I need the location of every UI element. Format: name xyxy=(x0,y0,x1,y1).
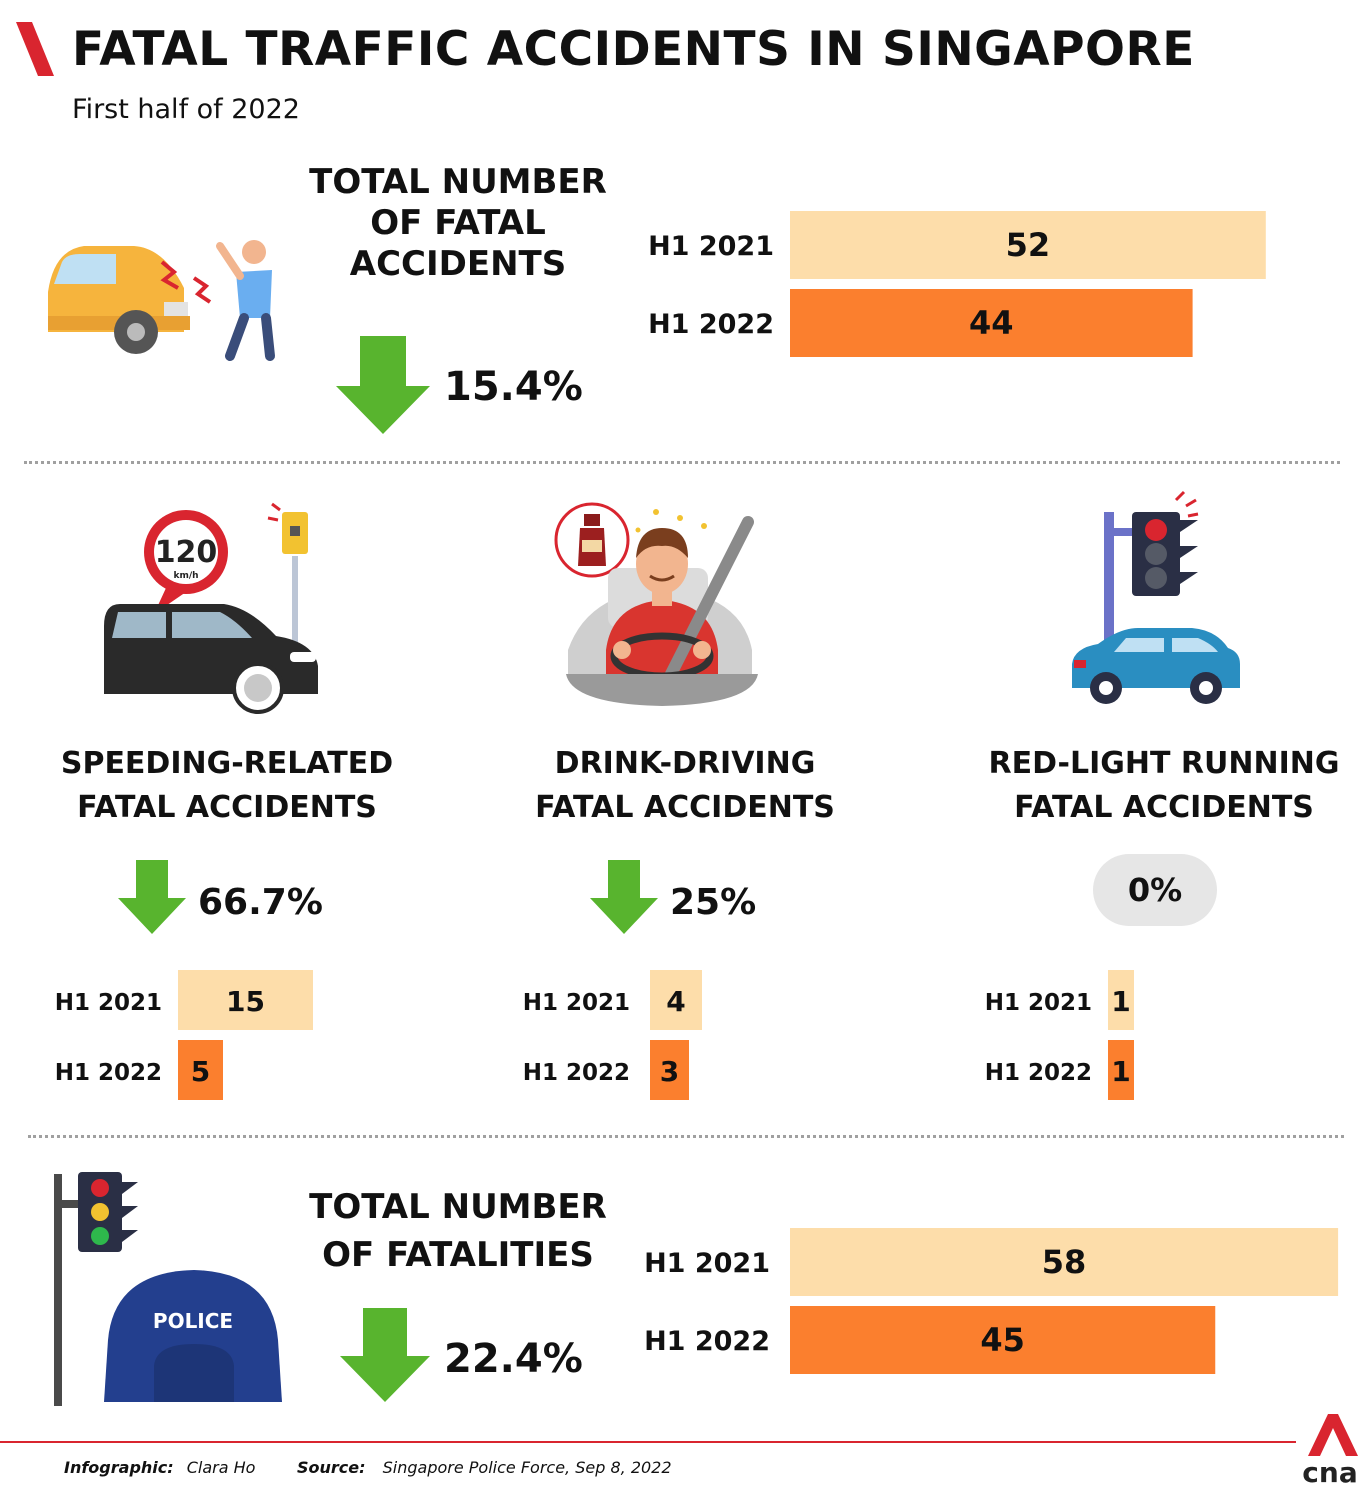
footer-rule xyxy=(0,1441,1296,1443)
accidents-heading: TOTAL NUMBER OF FATAL ACCIDENTS xyxy=(309,162,607,284)
redlight-heading: RED-LIGHT RUNNING FATAL ACCIDENTS xyxy=(988,746,1340,825)
source-label: Source: xyxy=(297,1458,366,1477)
bar xyxy=(178,970,313,1030)
bar-value-label: 3 xyxy=(660,1055,679,1088)
redlight-bar-chart: H1 2021 1 H1 2022 1 xyxy=(985,970,1134,1100)
bar xyxy=(790,289,1193,357)
accidents-bar-chart: H1 2021 52 H1 2022 44 xyxy=(648,211,1266,357)
brand-slash-icon xyxy=(16,22,54,76)
bar-category-label: H1 2021 xyxy=(648,231,774,262)
police-traffic-light-icon: POLICE xyxy=(54,1172,282,1406)
speeding-heading: SPEEDING-RELATED FATAL ACCIDENTS xyxy=(60,746,394,825)
bar-value-label: 5 xyxy=(191,1055,210,1088)
bar-value-label: 58 xyxy=(1042,1243,1087,1281)
police-text: POLICE xyxy=(153,1309,233,1333)
down-arrow-icon xyxy=(340,1308,430,1402)
bar-value-label: 45 xyxy=(980,1321,1025,1359)
bar-value-label: 4 xyxy=(666,985,685,1018)
bar-value-label: 1 xyxy=(1111,1055,1130,1088)
infographic-label: Infographic: xyxy=(64,1458,174,1477)
redlight-change: 0% xyxy=(1093,854,1217,926)
bar xyxy=(1108,1040,1134,1100)
speed-sign-unit: km/h xyxy=(173,571,198,581)
traffic-light-car-icon xyxy=(1072,490,1240,704)
cna-logo: cna xyxy=(1302,1414,1358,1488)
speeding-bar-chart: H1 2021 15 H1 2022 5 xyxy=(55,970,313,1100)
infographic-author: Clara Ho xyxy=(186,1458,256,1477)
bar-category-label: H1 2022 xyxy=(644,1326,770,1357)
bar-category-label: H1 2022 xyxy=(985,1060,1092,1086)
cna-logo-text: cna xyxy=(1302,1456,1357,1488)
drunk-driver-icon xyxy=(554,502,758,706)
bar-value-label: 1 xyxy=(1111,985,1130,1018)
down-arrow-icon xyxy=(336,336,430,434)
accidents-change: 15.4% xyxy=(444,364,583,410)
section-divider xyxy=(24,461,1340,464)
down-arrow-icon xyxy=(590,860,658,934)
bar-value-label: 52 xyxy=(1006,226,1051,264)
bar-category-label: H1 2021 xyxy=(644,1248,770,1279)
footer-credit: Infographic: Clara Ho xyxy=(64,1458,255,1477)
bar-category-label: H1 2022 xyxy=(523,1060,630,1086)
fatalities-change: 22.4% xyxy=(444,1336,583,1382)
bar xyxy=(790,1306,1216,1374)
bar xyxy=(178,1040,223,1100)
speed-sign-value: 120 xyxy=(155,535,218,570)
bar-category-label: H1 2022 xyxy=(55,1060,162,1086)
bar xyxy=(790,1228,1339,1296)
bar xyxy=(650,970,702,1030)
fatalities-bar-chart: H1 2021 58 H1 2022 45 xyxy=(644,1228,1339,1374)
page-subtitle: First half of 2022 xyxy=(72,94,300,125)
bar-category-label: H1 2021 xyxy=(985,990,1092,1016)
bar xyxy=(650,1040,689,1100)
page-title: FATAL TRAFFIC ACCIDENTS IN SINGAPORE xyxy=(72,22,1195,77)
drink-change: 25% xyxy=(670,882,757,923)
bar-category-label: H1 2022 xyxy=(648,309,774,340)
bar-category-label: H1 2021 xyxy=(55,990,162,1016)
source-text: Singapore Police Force, Sep 8, 2022 xyxy=(382,1458,672,1477)
speeding-car-camera-icon: 120 km/h xyxy=(104,502,318,714)
drink-bar-chart: H1 2021 4 H1 2022 3 xyxy=(523,970,702,1100)
speeding-change: 66.7% xyxy=(198,882,323,923)
down-arrow-icon xyxy=(118,860,186,934)
bar-value-label: 44 xyxy=(969,304,1014,342)
bar xyxy=(1108,970,1134,1030)
bar-category-label: H1 2021 xyxy=(523,990,630,1016)
drink-heading: DRINK-DRIVING FATAL ACCIDENTS xyxy=(535,746,835,825)
fatalities-heading: TOTAL NUMBER OF FATALITIES xyxy=(309,1187,607,1275)
footer-source: Source: Singapore Police Force, Sep 8, 2… xyxy=(297,1458,672,1477)
bar xyxy=(790,211,1266,279)
car-pedestrian-collision-icon xyxy=(48,240,275,361)
bar-value-label: 15 xyxy=(226,985,265,1018)
section-divider xyxy=(28,1135,1344,1138)
